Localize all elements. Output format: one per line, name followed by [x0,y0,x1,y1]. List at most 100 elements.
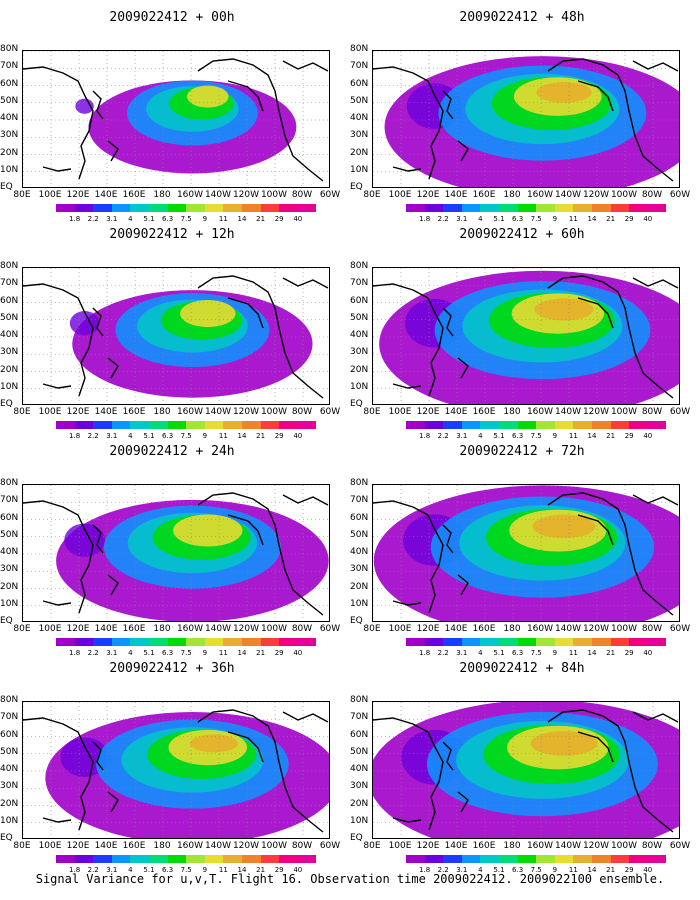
colorbar-tick-label: 21 [256,432,266,440]
colorbar-swatch [223,638,242,646]
colorbar-tick-label: 11 [568,215,578,223]
coastline [373,283,444,397]
longitude-label: 80W [291,841,313,851]
colorbar-swatch [297,421,317,429]
coastline [632,60,679,72]
colorbar-swatch [111,855,131,863]
latitude-label: 20N [350,364,369,375]
colorbar-swatch [573,855,592,863]
longitude-label: 80E [363,624,381,634]
colorbar-swatch [241,855,261,863]
longitude-label: 140E [444,190,468,200]
colorbar-tick-label: 3.1 [106,649,118,657]
longitude-label: 140W [204,624,232,634]
colorbar-tick-label: 7.5 [180,432,192,440]
colorbar-swatch [591,855,611,863]
colorbar-swatch [554,855,574,863]
longitude-label: 140E [94,624,118,634]
panel-title: 2009022412 + 84h [459,661,585,676]
latitude-label: 60N [350,512,369,523]
variance-contour [75,98,94,114]
coastline [23,66,94,180]
colorbar-swatch [279,204,298,212]
colorbar-tick-label: 29 [274,866,284,874]
colorbar-tick-label: 7.5 [530,432,542,440]
longitude-label: 180 [153,190,171,200]
longitude-label: 160W [526,841,554,851]
latitude-label: 30N [350,564,369,575]
colorbar-swatch [167,638,187,646]
longitude-label: 140E [444,407,468,417]
colorbar-tick-label: 11 [568,432,578,440]
longitude-label: 100E [388,190,412,200]
longitude-label: 60W [319,190,341,200]
colorbar-tick-label: 40 [293,215,303,223]
colorbar-tick-label: 1.8 [69,649,81,657]
longitude-label: 140W [204,190,232,200]
colorbar-swatch [111,421,131,429]
coastline [547,275,674,399]
variance-map [373,268,679,404]
colorbar-swatch [517,638,537,646]
colorbar-tick-label: 2.2 [87,649,99,657]
coastline [442,741,454,771]
longitude-label: 60W [319,407,341,417]
colorbar-tick-label: 3.1 [456,215,468,223]
longitude-label: 80E [13,190,31,200]
colorbar-tick-label: 7.5 [180,649,192,657]
colorbar-swatch [517,855,537,863]
colorbar-tick-label: 4 [478,432,483,440]
latitude-label: 40N [350,764,369,774]
longitude-label: 160E [122,190,146,200]
colorbar-swatch [260,421,280,429]
colorbar-swatch [480,204,499,212]
coastline [392,817,422,823]
latitude-label: 80N [0,695,19,705]
longitude-label: 140W [554,624,582,634]
latitude-label: 60N [0,78,19,89]
colorbar-swatch [74,421,94,429]
coastline [392,383,422,389]
latitude-label: 30N [0,347,19,358]
latitude-label: 60N [350,729,369,740]
variance-contour [532,514,596,539]
longitude-label: 160E [122,841,146,851]
colorbar-swatch [279,638,298,646]
latitude-label: 70N [0,278,19,289]
longitude-label: 80E [13,407,31,417]
latitude-label: 20N [0,581,19,592]
longitude-label: 160E [472,841,496,851]
colorbar-swatch [111,204,131,212]
colorbar-tick-label: 1.8 [419,215,431,223]
coastline [373,500,444,614]
colorbar-swatch [297,204,317,212]
colorbar-tick-label: 4 [478,866,483,874]
colorbar-swatch [186,638,205,646]
coastline [42,166,72,172]
colorbar-tick-label: 5.1 [143,866,155,874]
longitude-label: 140E [444,841,468,851]
coastline [577,297,614,329]
coastline [227,80,264,112]
colorbar-tick-label: 21 [256,866,266,874]
figure-caption: Signal Variance for u,v,T. Flight 16. Ob… [35,872,665,886]
colorbar-tick-label: 4 [478,649,483,657]
longitude-label: 120W [232,624,260,634]
coastline [92,524,104,554]
latitude-label: 80N [0,44,19,54]
colorbar-swatch [406,421,425,429]
longitude-label: 60W [319,624,341,634]
forecast-panel: 2009022412 + 72h 80N 70N 60N 50N 40N 30N 20N 10N… [350,442,690,664]
colorbar-swatch [517,421,537,429]
coastline [92,741,104,771]
colorbar-tick-label: 9 [202,432,208,440]
longitude-label: 120W [582,841,610,851]
latitude-label: 70N [0,495,19,506]
colorbar-tick-label: 3.1 [106,866,118,874]
longitude-label: 80E [13,841,31,851]
colorbar-swatch [148,204,168,212]
variance-map [373,51,679,187]
longitude-label: 80E [363,841,381,851]
latitude-label: 60N [0,512,19,523]
longitude-label: 80W [641,841,663,851]
